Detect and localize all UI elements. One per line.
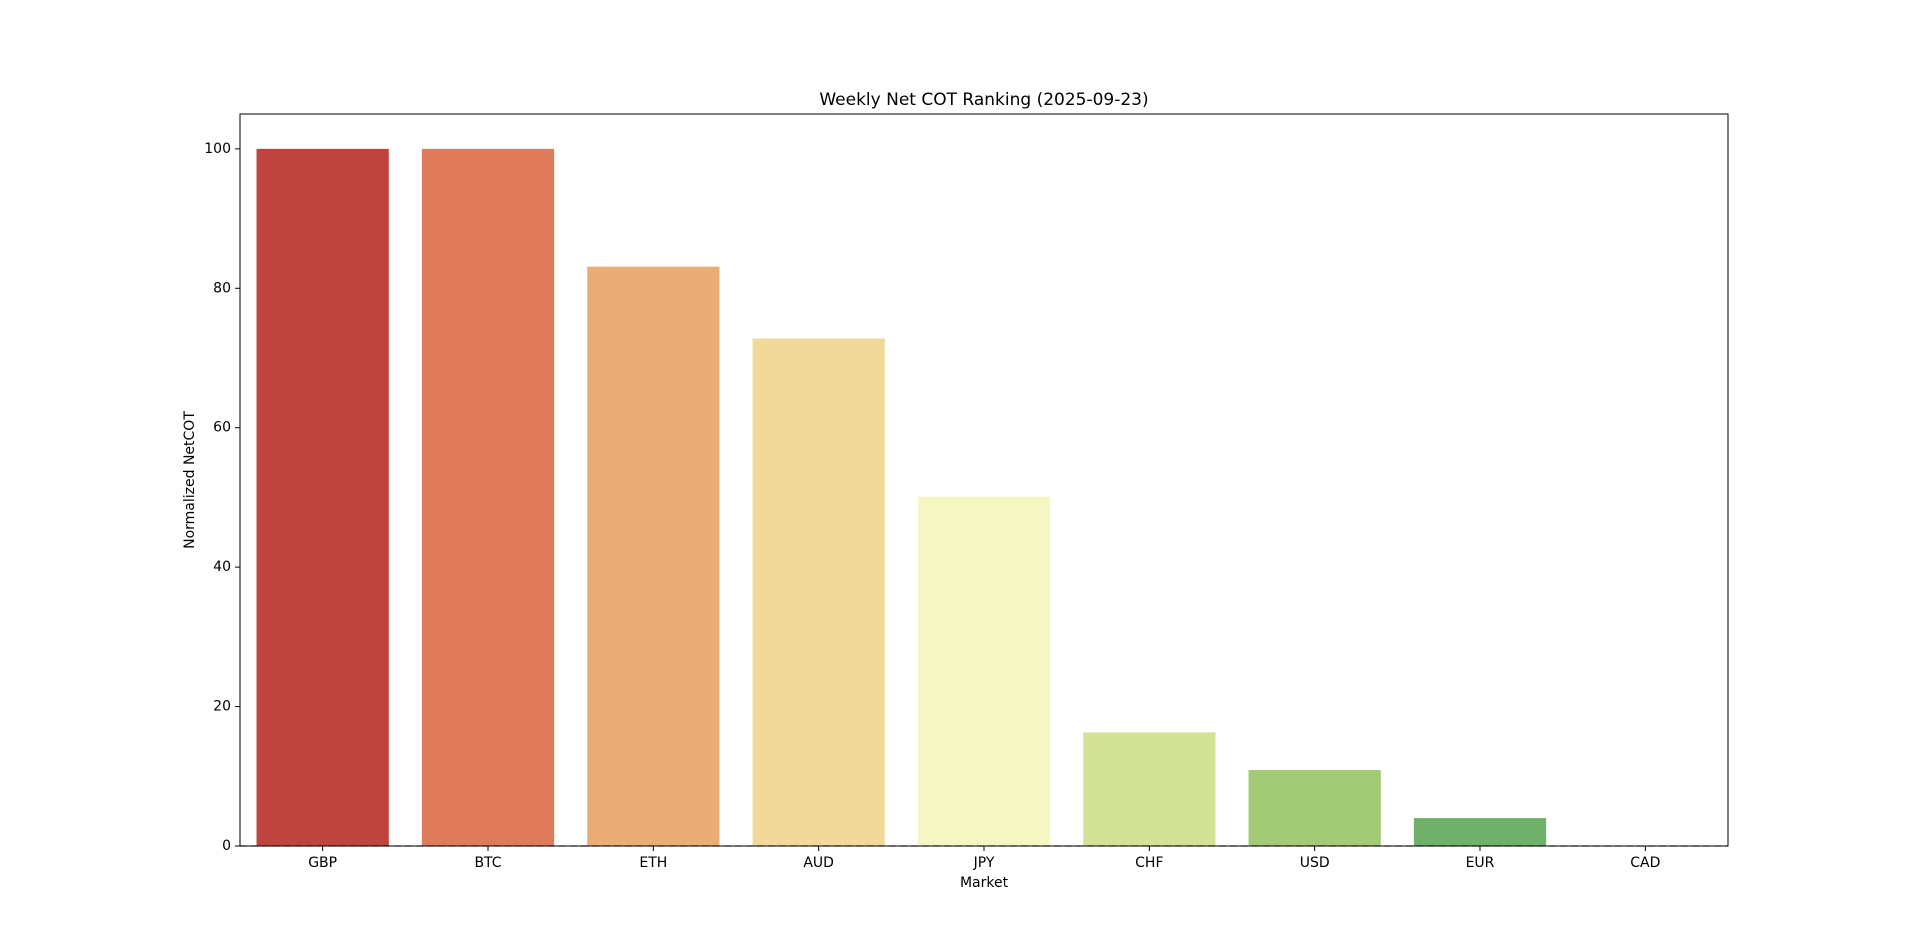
y-tick-label: 0 [222,838,231,854]
bar [256,148,389,846]
y-tick-label: 40 [213,559,231,575]
x-tick-label: ETH [639,855,667,871]
plot-frame [239,113,1729,847]
x-tick-label: CHF [1135,855,1163,871]
bar [421,148,555,846]
x-tick-label: CAD [1630,855,1660,871]
y-tick-label: 60 [213,420,231,436]
x-axis-label: Market [960,875,1009,891]
x-tick-label: USD [1300,855,1330,871]
x-tick-label: JPY [973,855,995,871]
x-tick-label: GBP [308,855,337,871]
bar [752,338,885,846]
y-tick-label: 100 [204,141,231,157]
bar [917,496,1051,846]
bar [1413,818,1547,846]
x-tick-label: BTC [474,855,501,871]
y-tick-label: 80 [213,280,231,296]
bar [587,266,720,846]
x-tick-label: EUR [1466,855,1495,871]
bar [1083,732,1216,846]
chart-title: Weekly Net COT Ranking (2025-09-23) [819,90,1148,110]
x-tick-label: AUD [803,855,834,871]
y-tick-label: 20 [213,699,231,715]
y-axis-label: Normalized NetCOT [182,411,198,549]
bar [1248,770,1381,846]
